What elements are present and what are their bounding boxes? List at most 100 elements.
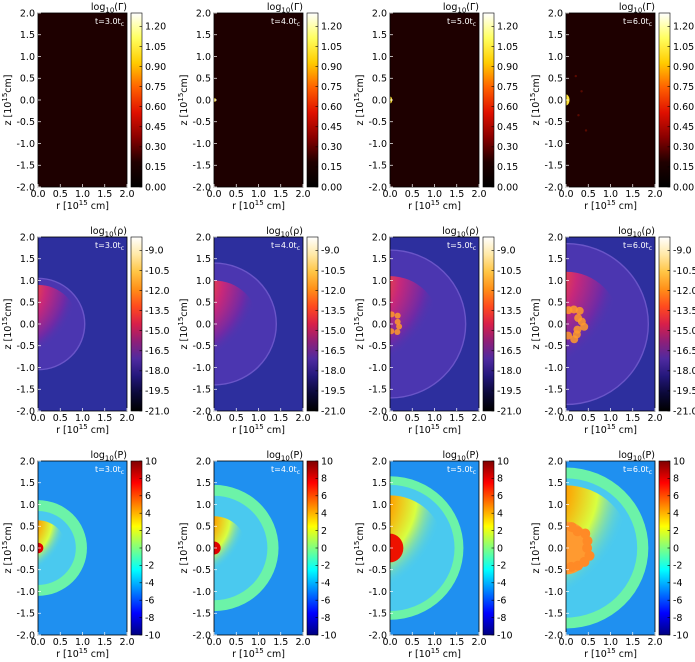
colorbar-tick-label: 0.45 [497,122,518,133]
x-tick-label: 0.0 [30,413,45,424]
y-tick-label: 1.5 [548,478,563,489]
y-tick-label: -1.0 [368,587,387,598]
y-tick-label: 2.0 [20,456,35,467]
y-tick-label: 1.0 [372,500,387,511]
y-axis-label: z [1015cm] [529,75,542,126]
panel-title: log10(ρ) [266,226,303,239]
time-label: t=3.0tc [95,17,124,28]
y-tick-label: -1.5 [192,161,211,172]
y-tick-label: 0.0 [20,95,35,106]
y-tick-label: -0.5 [16,565,35,576]
y-tick-label: 1.5 [372,30,387,41]
y-tick-label: 0.0 [548,319,563,330]
y-tick-label: 2.0 [20,8,35,19]
colorbar [658,12,671,188]
x-tick-label: 1.0 [75,413,90,424]
x-tick-label: 0.0 [558,637,573,648]
colorbar-tick-label: 0.15 [321,162,342,173]
y-tick-label: 0.5 [548,522,563,533]
y-tick-label: -2.0 [368,630,387,641]
x-tick-label: 1.0 [427,637,442,648]
x-tick-label: 1.5 [625,189,640,200]
y-tick-label: -2.0 [544,182,563,193]
colorbar-tick-label: 0.45 [321,122,342,133]
colorbar-tick-label: -8 [321,613,330,624]
y-tick-label: -0.5 [192,565,211,576]
y-tick-label: 0.5 [196,298,211,309]
density-core [38,284,79,364]
colorbar-tick-label: 1.20 [673,22,694,33]
colorbar-tick-label: 1.20 [497,22,518,33]
y-tick-label: 1.5 [196,30,211,41]
colorbar-tick-label: 0.60 [673,102,694,113]
y-tick-label: 0.5 [20,298,35,309]
colorbar-tick-label: 0.90 [673,62,694,73]
x-tick-label: 2.0 [471,413,486,424]
colorbar-tick-label: -18.0 [497,366,522,377]
colorbar-tick-label: 1.05 [321,42,342,53]
colorbar-tick-label: -6 [321,596,330,607]
colorbar-tick-label: -6 [497,596,506,607]
x-tick-label: 1.0 [75,637,90,648]
panel-title: log10(ρ) [90,226,127,239]
panel-title: log10(P) [442,450,479,463]
x-tick-label: 0.0 [382,189,397,200]
colorbar [130,236,143,412]
colorbar-tick-label: -8 [145,613,154,624]
y-tick-label: 1.0 [196,276,211,287]
colorbar-tick-label: 0.00 [673,182,694,193]
y-axis-label: z [1015cm] [529,299,542,350]
colorbar-tick-label: -19.5 [321,386,346,397]
y-tick-label: -1.5 [16,385,35,396]
y-tick-label: -2.0 [192,182,211,193]
y-axis-label: z [1015cm] [1,299,14,350]
y-tick-label: -1.0 [192,139,211,150]
colorbar-tick-label: -6 [145,596,154,607]
colorbar-tick-label: 0.45 [145,122,166,133]
colorbar-tick-label: -9.0 [673,246,692,257]
colorbar-tick-label: 2 [673,526,679,537]
colorbar-tick-label: -9.0 [497,246,516,257]
x-tick-label: 1.5 [97,413,112,424]
density-clump [390,311,395,318]
heatmap-image [214,237,303,411]
x-tick-label: 1.5 [625,637,640,648]
colorbar-tick-label: -13.5 [321,306,346,317]
pressure-glow [38,520,67,576]
colorbar-tick-label: -13.5 [673,306,695,317]
panel-title: log10(P) [266,450,303,463]
colorbar-tick-label: 4 [145,509,151,520]
colorbar-tick-label: 10 [673,456,685,467]
x-tick-label: 0.5 [581,189,596,200]
colorbar-tick-label: 4 [673,509,679,520]
density-core [566,271,620,377]
panel-title: log10(Γ) [443,2,479,15]
heatmap-image [390,237,479,411]
y-axis-label: z [1015cm] [353,75,366,126]
panel-title: log10(P) [618,450,655,463]
x-tick-label: 1.0 [251,637,266,648]
colorbar-tick-label: 8 [673,474,679,485]
panel-title: log10(ρ) [442,226,479,239]
colorbar-tick-label: -10 [145,630,161,641]
x-tick-label: 1.5 [449,637,464,648]
x-tick-label: 1.5 [449,189,464,200]
colorbar-tick-label: 0.00 [321,182,342,193]
x-tick-label: 1.0 [427,189,442,200]
pressure-glow [214,516,247,580]
panel-1-3: 0.0 0.5 1.0 1.5 2.0 2.0 1.5 1.0 0.5 0.0 -0.5 -1.0 -1… [529,226,695,436]
y-tick-label: 0.5 [20,522,35,533]
x-tick-label: 0.0 [30,189,45,200]
y-tick-label: -1.5 [192,385,211,396]
heatmap-image [214,13,303,187]
colorbar-tick-label: 0 [673,543,679,554]
y-tick-label: 0.0 [196,319,211,330]
y-tick-label: 2.0 [196,8,211,19]
heatmap-image [390,13,479,187]
y-axis-label: z [1015cm] [1,523,14,574]
x-tick-label: 1.5 [97,637,112,648]
x-tick-label: 0.5 [581,637,596,648]
y-tick-label: -1.0 [544,587,563,598]
y-tick-label: 2.0 [548,456,563,467]
